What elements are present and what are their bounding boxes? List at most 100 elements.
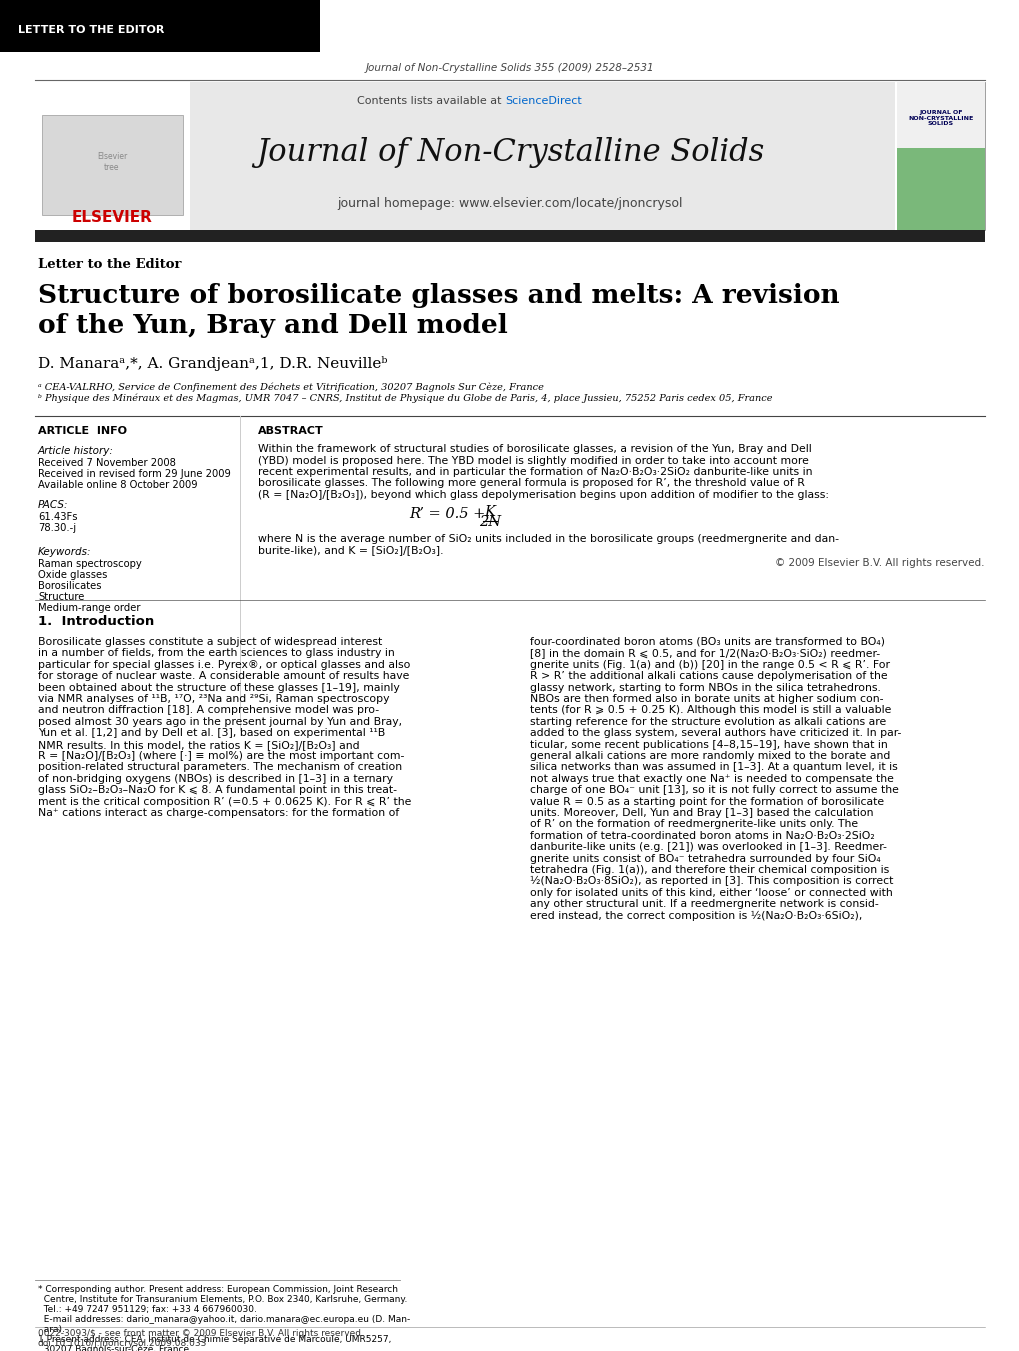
Text: particular for special glasses i.e. Pyrex®, or optical glasses and also: particular for special glasses i.e. Pyre… xyxy=(38,659,410,670)
Bar xyxy=(896,149,984,230)
Text: Raman spectroscopy: Raman spectroscopy xyxy=(38,559,142,569)
Text: [8] in the domain R ⩽ 0.5, and for 1/2(Na₂O·B₂O₃·SiO₂) reedmer-: [8] in the domain R ⩽ 0.5, and for 1/2(N… xyxy=(530,648,879,658)
Text: silica networks than was assumed in [1–3]. At a quantum level, it is: silica networks than was assumed in [1–3… xyxy=(530,762,897,773)
Text: tents (for R ⩾ 0.5 + 0.25 K). Although this model is still a valuable: tents (for R ⩾ 0.5 + 0.25 K). Although t… xyxy=(530,705,891,716)
Text: charge of one BO₄⁻ unit [13], so it is not fully correct to assume the: charge of one BO₄⁻ unit [13], so it is n… xyxy=(530,785,898,796)
Text: starting reference for the structure evolution as alkali cations are: starting reference for the structure evo… xyxy=(530,717,886,727)
Text: 30207 Bagnols-sur-Cèze, France.: 30207 Bagnols-sur-Cèze, France. xyxy=(38,1344,192,1351)
Text: posed almost 30 years ago in the present journal by Yun and Bray,: posed almost 30 years ago in the present… xyxy=(38,717,401,727)
Text: not always true that exactly one Na⁺ is needed to compensate the: not always true that exactly one Na⁺ is … xyxy=(530,774,893,784)
Bar xyxy=(35,230,984,242)
Bar xyxy=(35,82,894,230)
Text: ABSTRACT: ABSTRACT xyxy=(258,426,323,436)
Bar xyxy=(0,0,320,51)
Text: D. Manaraᵃ,*, A. Grandjeanᵃ,1, D.R. Neuvilleᵇ: D. Manaraᵃ,*, A. Grandjeanᵃ,1, D.R. Neuv… xyxy=(38,357,387,372)
Text: R’ = 0.5 +: R’ = 0.5 + xyxy=(409,507,489,520)
Text: where N is the average number of SiO₂ units included in the borosilicate groups : where N is the average number of SiO₂ un… xyxy=(258,534,839,543)
Text: of R’ on the formation of reedmergnerite-like units only. The: of R’ on the formation of reedmergnerite… xyxy=(530,820,857,830)
Text: ELSEVIER: ELSEVIER xyxy=(71,209,152,226)
Text: E-mail addresses: dario_manara@yahoo.it, dario.manara@ec.europa.eu (D. Man-: E-mail addresses: dario_manara@yahoo.it,… xyxy=(38,1315,410,1324)
Text: been obtained about the structure of these glasses [1–19], mainly: been obtained about the structure of the… xyxy=(38,682,399,693)
Text: (YBD) model is proposed here. The YBD model is slightly modified in order to tak: (YBD) model is proposed here. The YBD mo… xyxy=(258,455,808,466)
Text: Journal of Non-Crystalline Solids 355 (2009) 2528–2531: Journal of Non-Crystalline Solids 355 (2… xyxy=(366,63,653,73)
Text: gnerite units consist of BO₄⁻ tetrahedra surrounded by four SiO₄: gnerite units consist of BO₄⁻ tetrahedra… xyxy=(530,854,879,863)
Text: © 2009 Elsevier B.V. All rights reserved.: © 2009 Elsevier B.V. All rights reserved… xyxy=(774,558,984,567)
Text: Borosilicates: Borosilicates xyxy=(38,581,102,590)
Text: glassy network, starting to form NBOs in the silica tetrahedrons.: glassy network, starting to form NBOs in… xyxy=(530,682,880,693)
Text: LETTER TO THE EDITOR: LETTER TO THE EDITOR xyxy=(18,26,164,35)
Text: added to the glass system, several authors have criticized it. In par-: added to the glass system, several autho… xyxy=(530,728,901,738)
Text: value R = 0.5 as a starting point for the formation of borosilicate: value R = 0.5 as a starting point for th… xyxy=(530,797,883,807)
Text: danburite-like units (e.g. [21]) was overlooked in [1–3]. Reedmer-: danburite-like units (e.g. [21]) was ove… xyxy=(530,842,886,852)
Text: in a number of fields, from the earth sciences to glass industry in: in a number of fields, from the earth sc… xyxy=(38,648,394,658)
Text: 61.43Fs: 61.43Fs xyxy=(38,512,77,521)
Text: ½(Na₂O·B₂O₃·8SiO₂), as reported in [3]. This composition is correct: ½(Na₂O·B₂O₃·8SiO₂), as reported in [3]. … xyxy=(530,877,893,886)
Text: Elsevier
tree: Elsevier tree xyxy=(97,153,127,172)
Text: ment is the critical composition R’ (=0.5 + 0.0625 K). For R ⩽ R’ the: ment is the critical composition R’ (=0.… xyxy=(38,797,411,807)
Text: position-related structural parameters. The mechanism of creation: position-related structural parameters. … xyxy=(38,762,401,773)
Text: PACS:: PACS: xyxy=(38,500,68,509)
Text: Journal of Non-Crystalline Solids: Journal of Non-Crystalline Solids xyxy=(256,136,763,168)
Text: general alkali cations are more randomly mixed to the borate and: general alkali cations are more randomly… xyxy=(530,751,890,761)
Text: JOURNAL OF
NON-CRYSTALLINE
SOLIDS: JOURNAL OF NON-CRYSTALLINE SOLIDS xyxy=(908,109,973,126)
Text: Keywords:: Keywords: xyxy=(38,547,92,557)
Text: for storage of nuclear waste. A considerable amount of results have: for storage of nuclear waste. A consider… xyxy=(38,671,409,681)
Text: Received in revised form 29 June 2009: Received in revised form 29 June 2009 xyxy=(38,469,230,480)
Text: Available online 8 October 2009: Available online 8 October 2009 xyxy=(38,480,198,490)
Text: Yun et al. [1,2] and by Dell et al. [3], based on experimental ¹¹B: Yun et al. [1,2] and by Dell et al. [3],… xyxy=(38,728,385,738)
Text: Within the framework of structural studies of borosilicate glasses, a revision o: Within the framework of structural studi… xyxy=(258,444,811,454)
Text: gnerite units (Fig. 1(a) and (b)) [20] in the range 0.5 < R ⩽ R’. For: gnerite units (Fig. 1(a) and (b)) [20] i… xyxy=(530,659,890,670)
Text: Received 7 November 2008: Received 7 November 2008 xyxy=(38,458,175,467)
Text: 78.30.-j: 78.30.-j xyxy=(38,523,76,534)
Text: Medium-range order: Medium-range order xyxy=(38,603,141,613)
Text: Article history:: Article history: xyxy=(38,446,114,457)
Bar xyxy=(896,82,984,149)
Text: recent experimental results, and in particular the formation of Na₂O·B₂O₃·2SiO₂ : recent experimental results, and in part… xyxy=(258,467,812,477)
Text: R > R’ the additional alkali cations cause depolymerisation of the: R > R’ the additional alkali cations cau… xyxy=(530,671,887,681)
Text: ara).: ara). xyxy=(38,1325,65,1333)
Text: K: K xyxy=(484,505,495,520)
Text: of non-bridging oxygens (NBOs) is described in [1–3] in a ternary: of non-bridging oxygens (NBOs) is descri… xyxy=(38,774,392,784)
Text: ered instead, the correct composition is ½(Na₂O·B₂O₃·6SiO₂),: ered instead, the correct composition is… xyxy=(530,911,861,920)
Text: borosilicate glasses. The following more general formula is proposed for R’, the: borosilicate glasses. The following more… xyxy=(258,478,804,489)
Text: of the Yun, Bray and Dell model: of the Yun, Bray and Dell model xyxy=(38,313,507,338)
Bar xyxy=(896,82,984,230)
Text: any other structural unit. If a reedmergnerite network is consid-: any other structural unit. If a reedmerg… xyxy=(530,900,878,909)
Text: tetrahedra (Fig. 1(a)), and therefore their chemical composition is: tetrahedra (Fig. 1(a)), and therefore th… xyxy=(530,865,889,875)
Text: 1 Present address: CEA, Institut de Chimie Séparative de Marcoule, UMR5257,: 1 Present address: CEA, Institut de Chim… xyxy=(38,1335,391,1344)
Text: (R = [Na₂O]/[B₂O₃]), beyond which glass depolymerisation begins upon addition of: (R = [Na₂O]/[B₂O₃]), beyond which glass … xyxy=(258,490,828,500)
Text: * Corresponding author. Present address: European Commission, Joint Research: * Corresponding author. Present address:… xyxy=(38,1285,397,1294)
Text: four-coordinated boron atoms (BO₃ units are transformed to BO₄): four-coordinated boron atoms (BO₃ units … xyxy=(530,638,884,647)
Text: burite-like), and K = [SiO₂]/[B₂O₃].: burite-like), and K = [SiO₂]/[B₂O₃]. xyxy=(258,546,443,555)
Text: Contents lists available at: Contents lists available at xyxy=(357,96,504,105)
Text: journal homepage: www.elsevier.com/locate/jnoncrysol: journal homepage: www.elsevier.com/locat… xyxy=(337,196,682,209)
Text: ScienceDirect: ScienceDirect xyxy=(504,96,581,105)
Text: Structure: Structure xyxy=(38,592,85,603)
Text: only for isolated units of this kind, either ‘loose’ or connected with: only for isolated units of this kind, ei… xyxy=(530,888,892,898)
Bar xyxy=(42,115,182,215)
Text: 1.  Introduction: 1. Introduction xyxy=(38,615,154,628)
Text: Na⁺ cations interact as charge-compensators: for the formation of: Na⁺ cations interact as charge-compensat… xyxy=(38,808,398,817)
Text: Tel.: +49 7247 951129; fax: +33 4 667960030.: Tel.: +49 7247 951129; fax: +33 4 667960… xyxy=(38,1305,257,1315)
Text: Borosilicate glasses constitute a subject of widespread interest: Borosilicate glasses constitute a subjec… xyxy=(38,638,382,647)
Text: Letter to the Editor: Letter to the Editor xyxy=(38,258,181,272)
Text: and neutron diffraction [18]. A comprehensive model was pro-: and neutron diffraction [18]. A comprehe… xyxy=(38,705,379,716)
Text: ᵃ CEA-VALRHO, Service de Confinement des Déchets et Vitrification, 30207 Bagnols: ᵃ CEA-VALRHO, Service de Confinement des… xyxy=(38,382,543,392)
Text: Structure of borosilicate glasses and melts: A revision: Structure of borosilicate glasses and me… xyxy=(38,282,839,308)
Text: 2N: 2N xyxy=(479,516,500,530)
Text: Oxide glasses: Oxide glasses xyxy=(38,570,107,580)
Text: ᵇ Physique des Minéraux et des Magmas, UMR 7047 – CNRS, Institut de Physique du : ᵇ Physique des Minéraux et des Magmas, U… xyxy=(38,393,771,403)
Text: formation of tetra-coordinated boron atoms in Na₂O·B₂O₃·2SiO₂: formation of tetra-coordinated boron ato… xyxy=(530,831,874,840)
Text: units. Moreover, Dell, Yun and Bray [1–3] based the calculation: units. Moreover, Dell, Yun and Bray [1–3… xyxy=(530,808,872,817)
Bar xyxy=(35,82,190,230)
Text: ticular, some recent publications [4–8,15–19], have shown that in: ticular, some recent publications [4–8,1… xyxy=(530,739,887,750)
Text: NBOs are then formed also in borate units at higher sodium con-: NBOs are then formed also in borate unit… xyxy=(530,694,882,704)
Text: ARTICLE  INFO: ARTICLE INFO xyxy=(38,426,127,436)
Text: R = [Na₂O]/[B₂O₃] (where [·] ≡ mol%) are the most important com-: R = [Na₂O]/[B₂O₃] (where [·] ≡ mol%) are… xyxy=(38,751,404,761)
Text: doi:10.1016/j.jnoncrysol.2009.08.033: doi:10.1016/j.jnoncrysol.2009.08.033 xyxy=(38,1339,207,1348)
Text: Centre, Institute for Transuranium Elements, P.O. Box 2340, Karlsruhe, Germany.: Centre, Institute for Transuranium Eleme… xyxy=(38,1296,407,1304)
Text: via NMR analyses of ¹¹B, ¹⁷O, ²³Na and ²⁹Si, Raman spectroscopy: via NMR analyses of ¹¹B, ¹⁷O, ²³Na and ²… xyxy=(38,694,389,704)
Text: glass SiO₂–B₂O₃–Na₂O for K ⩽ 8. A fundamental point in this treat-: glass SiO₂–B₂O₃–Na₂O for K ⩽ 8. A fundam… xyxy=(38,785,396,796)
Text: NMR results. In this model, the ratios K = [SiO₂]/[B₂O₃] and: NMR results. In this model, the ratios K… xyxy=(38,739,360,750)
Text: 0022-3093/$ - see front matter © 2009 Elsevier B.V. All rights reserved.: 0022-3093/$ - see front matter © 2009 El… xyxy=(38,1329,364,1337)
